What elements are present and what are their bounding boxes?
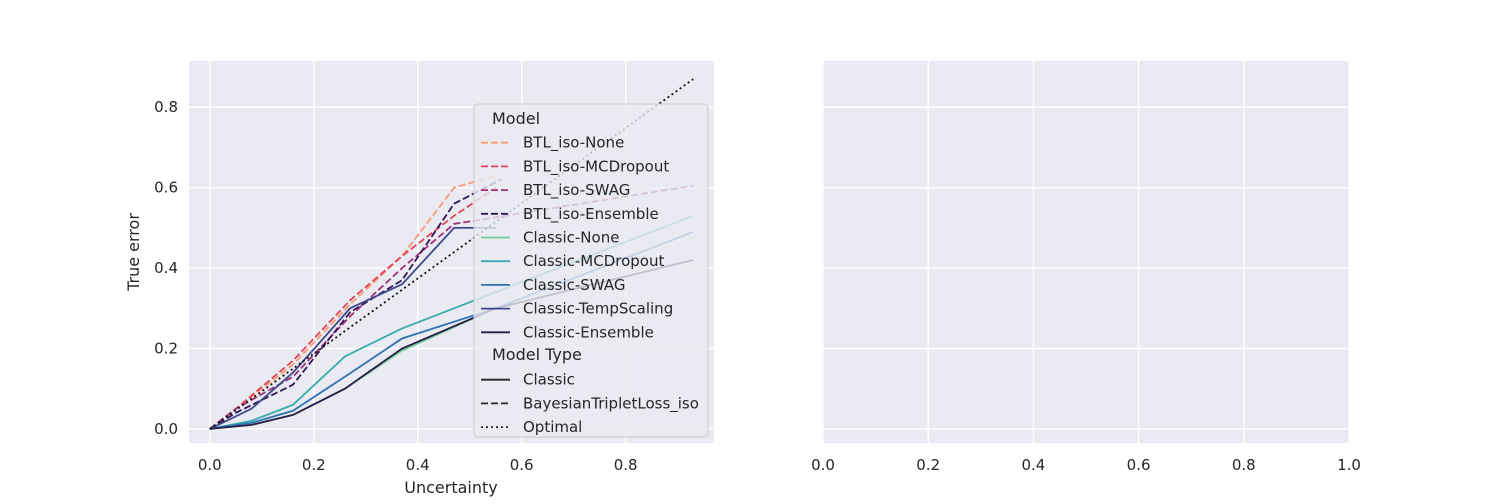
x-tick-label: 0.4 bbox=[406, 456, 430, 474]
x-tick-label: 0.8 bbox=[1232, 456, 1256, 474]
right-plot-area bbox=[823, 61, 1349, 443]
legend: Model BTL_iso-None BTL_iso-MCDropout BTL_is… bbox=[473, 103, 709, 438]
legend-entry: Classic-MCDropout bbox=[523, 252, 664, 270]
x-tick-label: 0.2 bbox=[302, 456, 326, 474]
x-tick-label: 1.0 bbox=[1337, 456, 1361, 474]
legend-entry: Classic-TempScaling bbox=[523, 300, 673, 318]
series-line-btl-iso-swag bbox=[209, 184, 694, 430]
x-axis-label: Uncertainty bbox=[404, 478, 497, 497]
left-axes: 0.0 0.2 0.4 0.6 0.8 0.0 0.2 0.4 0.6 0.8 Uncertai… bbox=[124, 61, 714, 497]
x-tick-label: 0.8 bbox=[614, 456, 638, 474]
legend-entry: BTL_iso-Ensemble bbox=[523, 205, 659, 224]
left-x-tick-labels: 0.0 0.2 0.4 0.6 0.8 bbox=[198, 456, 638, 474]
legend-type-entry: Classic bbox=[523, 371, 575, 389]
legend-entry: Classic-SWAG bbox=[523, 276, 625, 294]
series-line-btl-iso-ensemble bbox=[209, 178, 502, 430]
x-tick-label: 0.0 bbox=[811, 456, 835, 474]
legend-entry: BTL_iso-SWAG bbox=[523, 181, 630, 200]
x-tick-label: 0.6 bbox=[510, 456, 534, 474]
y-tick-label: 0.6 bbox=[154, 179, 178, 197]
right-gridlines bbox=[822, 61, 1350, 443]
right-x-tick-labels: 0.0 0.2 0.4 0.6 0.8 1.0 bbox=[811, 456, 1361, 474]
series-line-classic-tempscaling bbox=[209, 227, 496, 430]
legend-entry: Classic-None bbox=[523, 229, 619, 247]
legend-entry: BTL_iso-MCDropout bbox=[523, 157, 669, 176]
y-tick-label: 0.8 bbox=[154, 98, 178, 116]
y-axis-label: True error bbox=[124, 213, 143, 292]
legend-type-entry: Optimal bbox=[523, 418, 582, 436]
legend-entry: BTL_iso-None bbox=[523, 134, 624, 153]
legend-type-title: Model Type bbox=[492, 345, 582, 364]
x-tick-label: 0.2 bbox=[916, 456, 940, 474]
x-tick-label: 0.0 bbox=[198, 456, 222, 474]
legend-entry: Classic-Ensemble bbox=[523, 323, 654, 341]
y-tick-label: 0.0 bbox=[154, 420, 178, 438]
legend-type-entry: BayesianTripletLoss_iso bbox=[523, 394, 699, 413]
y-tick-label: 0.4 bbox=[154, 259, 178, 277]
legend-box bbox=[473, 103, 709, 438]
right-axes: 0.0 0.2 0.4 0.6 0.8 1.0 bbox=[811, 61, 1361, 474]
y-tick-label: 0.2 bbox=[154, 340, 178, 358]
x-tick-label: 0.6 bbox=[1127, 456, 1151, 474]
left-y-tick-labels: 0.0 0.2 0.4 0.6 0.8 bbox=[154, 98, 178, 438]
x-tick-label: 0.4 bbox=[1021, 456, 1045, 474]
legend-title: Model bbox=[492, 109, 540, 128]
